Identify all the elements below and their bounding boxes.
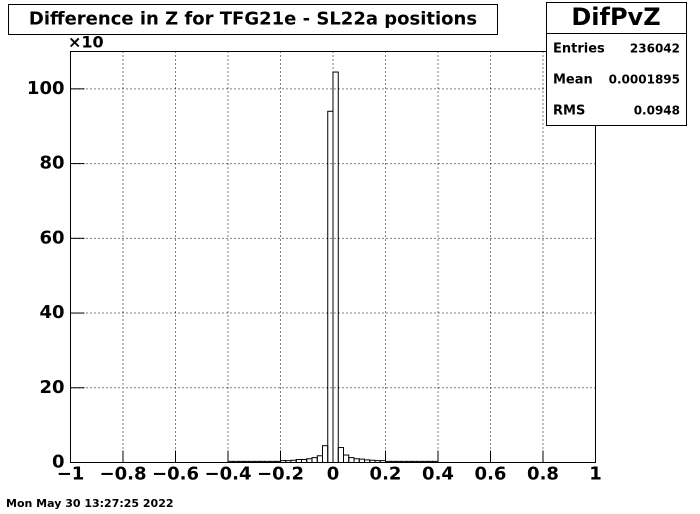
x-tick-label: −0.4 (205, 464, 252, 485)
stats-box (546, 2, 687, 126)
x-tick-label: −0.6 (152, 464, 199, 485)
stats-title: DifPvZ (571, 3, 660, 31)
timestamp: Mon May 30 13:27:25 2022 (6, 497, 174, 510)
x-tick-label: 0.2 (370, 464, 402, 485)
frame (70, 51, 596, 463)
y-tick-label: 80 (39, 153, 64, 174)
y-tick-label: 60 (39, 227, 64, 248)
x-tick-label: −0.8 (100, 464, 147, 485)
stats-value: 236042 (630, 42, 680, 56)
y-multiplier: ×10 (68, 33, 104, 52)
x-tick-label: 0.4 (422, 464, 454, 485)
x-tick-label: 0.8 (527, 464, 559, 485)
stats-label: Entries (553, 42, 605, 57)
x-tick-label: −0.2 (257, 464, 304, 485)
stats-label: RMS (553, 104, 585, 119)
title-box (8, 4, 498, 35)
stats-value: 0.0948 (634, 104, 680, 118)
stats-label: Mean (553, 73, 593, 88)
y-tick-label: 20 (39, 377, 64, 398)
x-tick-label: 1 (589, 464, 602, 485)
y-tick-label: 40 (39, 302, 64, 323)
x-tick-label: −1 (57, 464, 85, 485)
x-tick-label: 0.6 (475, 464, 507, 485)
y-tick-label: 0 (52, 452, 65, 473)
y-tick-label: 100 (27, 78, 65, 99)
chart-title: Difference in Z for TFG21e - SL22a posit… (29, 9, 477, 30)
stats-value: 0.0001895 (609, 73, 680, 87)
x-tick-label: 0 (327, 464, 340, 485)
